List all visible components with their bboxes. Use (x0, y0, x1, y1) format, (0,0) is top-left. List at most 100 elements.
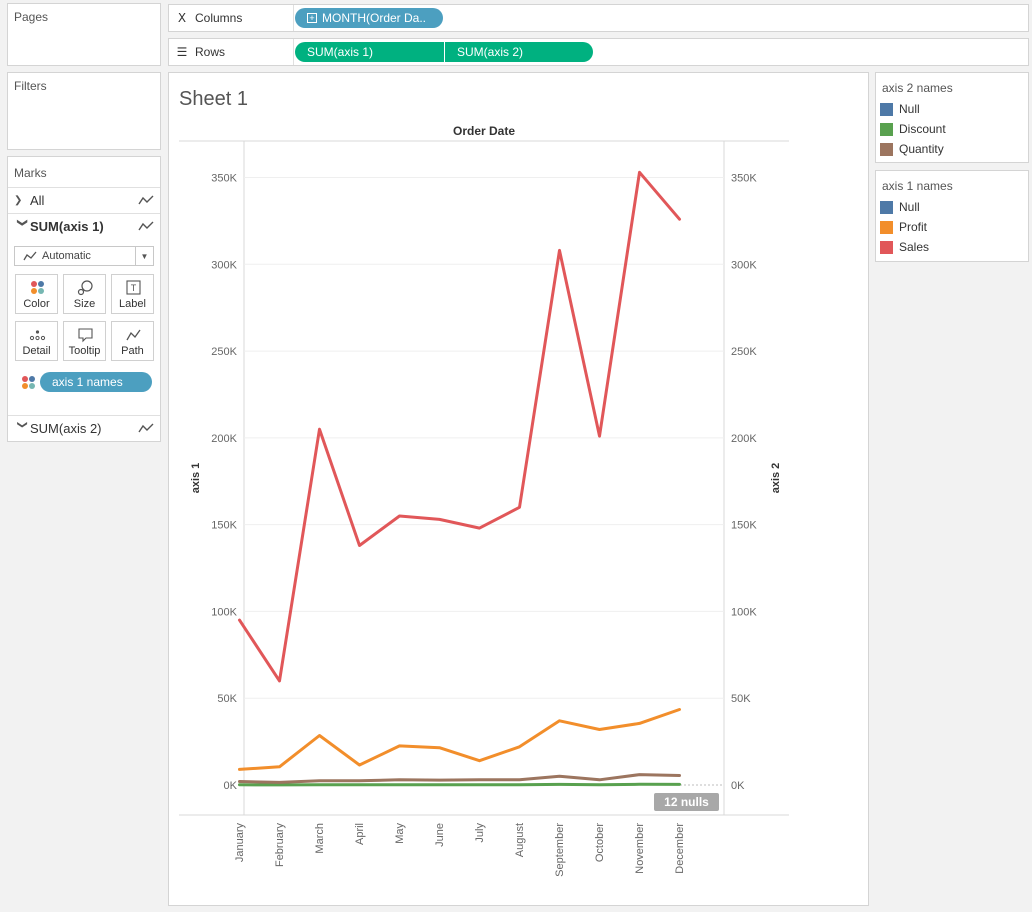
tooltip-icon (78, 328, 93, 343)
legend-swatch (880, 240, 893, 254)
x-tick-label: November (634, 823, 646, 874)
line-mark-icon (138, 195, 154, 205)
filters-title: Filters (14, 79, 47, 93)
y-tick-label: 350K (211, 173, 237, 185)
legend-item-quantity[interactable]: Quantity (876, 139, 1028, 159)
series-line-quantity (238, 773, 681, 784)
marks-row-label: SUM(axis 1) (30, 219, 104, 234)
x-tick-label: August (514, 823, 526, 857)
rows-shelf[interactable]: ☰ Rows SUM(axis 1) SUM(axis 2) (168, 38, 1029, 66)
size-icon (77, 280, 93, 296)
legend-axis2-names: axis 2 names Null Discount Quantity (875, 72, 1029, 163)
rows-pill-axis2[interactable]: SUM(axis 2) (445, 42, 593, 62)
y2-tick-label: 150K (731, 520, 757, 532)
pages-title: Pages (14, 10, 49, 24)
marks-row-axis1[interactable]: ❯ SUM(axis 1) (8, 213, 160, 239)
legend-item-discount[interactable]: Discount (876, 119, 1028, 139)
y-tick-label: 250K (211, 346, 237, 358)
marks-row-all[interactable]: ❯ All (8, 187, 160, 213)
x-tick-label: June (434, 823, 446, 847)
marks-row-label: All (30, 193, 45, 208)
legend-swatch (880, 200, 893, 214)
color-label: Color (23, 298, 50, 310)
marks-row-label: SUM(axis 2) (30, 421, 102, 436)
y2-tick-label: 250K (731, 346, 757, 358)
y2-tick-label: 350K (731, 173, 757, 185)
mark-type-dropdown[interactable]: Automatic ▼ (14, 246, 154, 266)
label-label: Label (119, 298, 146, 310)
nulls-indicator[interactable]: 12 nulls (654, 793, 719, 811)
x-tick-label: December (674, 823, 686, 874)
x-tick-label: March (314, 823, 326, 854)
y-tick-label: 200K (211, 433, 237, 445)
detail-label: Detail (22, 345, 51, 357)
color-icon (22, 376, 35, 389)
legend-item-sales[interactable]: Sales (876, 237, 1028, 257)
path-icon (126, 329, 141, 341)
marks-title: Marks (14, 166, 47, 180)
pages-shelf[interactable]: Pages (7, 3, 161, 66)
y-tick-label: 0K (224, 780, 238, 792)
y2-tick-label: 100K (731, 606, 757, 618)
y-axis-title: axis 1 (190, 463, 202, 494)
columns-pill-month-order-date[interactable]: + MONTH(Order Da.. (295, 8, 443, 28)
line-mark-icon (138, 221, 154, 231)
expand-plus-icon: + (307, 13, 317, 23)
marks-card: Marks ❯ All ❯ SUM(axis 1) Automatic ▼ Co… (7, 156, 161, 442)
legend-swatch (880, 142, 893, 156)
y2-tick-label: 0K (731, 780, 745, 792)
detail-button[interactable]: Detail (15, 321, 58, 361)
y-tick-label: 300K (211, 259, 237, 271)
line-chart: Order Date 0K 0K 50K 50K 100K 100K 150K 150K 200K… (179, 124, 789, 877)
rows-shelf-label: ☰ Rows (169, 39, 294, 65)
x-tick-label: July (474, 823, 486, 843)
sheet-view: Sheet 1 Order Date 0K 0K 50K 50K 100K 100K 150K… (168, 72, 869, 906)
x-tick-label: January (234, 823, 246, 863)
y-tick-label: 50K (217, 693, 237, 705)
marks-row-axis2[interactable]: ❯ SUM(axis 2) (8, 415, 160, 441)
size-button[interactable]: Size (63, 274, 106, 314)
label-button[interactable]: T Label (111, 274, 154, 314)
y2-tick-label: 50K (731, 693, 751, 705)
size-label: Size (73, 298, 96, 310)
y-tick-label: 100K (211, 606, 237, 618)
legend-title: axis 2 names (882, 81, 953, 95)
legend-swatch (880, 102, 893, 116)
chevron-right-icon: ❯ (14, 195, 23, 206)
tooltip-label: Tooltip (68, 345, 101, 357)
x-tick-label: May (394, 823, 406, 844)
sheet-title: Sheet 1 (179, 88, 248, 110)
filters-shelf[interactable]: Filters (7, 72, 161, 150)
rows-pill-axis1[interactable]: SUM(axis 1) (295, 42, 444, 62)
legend-item-null[interactable]: Null (876, 197, 1028, 217)
path-button[interactable]: Path (111, 321, 154, 361)
y2-tick-label: 300K (731, 259, 757, 271)
columns-shelf[interactable]: Ⅹ Columns + MONTH(Order Da.. (168, 4, 1029, 32)
chevron-down-icon: ❯ (16, 420, 28, 429)
color-field-pill[interactable]: axis 1 names (40, 372, 152, 392)
y-tick-label: 150K (211, 520, 237, 532)
legend-item-profit[interactable]: Profit (876, 217, 1028, 237)
y2-tick-label: 200K (731, 433, 757, 445)
columns-icon: Ⅹ (177, 11, 187, 25)
x-tick-label: April (354, 823, 366, 845)
rows-icon: ☰ (176, 45, 188, 59)
legend-swatch (880, 122, 893, 136)
legend-axis1-names: axis 1 names Null Profit Sales (875, 170, 1029, 262)
line-mark-icon (138, 423, 154, 433)
line-mark-icon (23, 251, 37, 261)
y2-axis-title: axis 2 (770, 463, 782, 494)
x-tick-label: February (274, 823, 286, 868)
series-line-sales (238, 170, 681, 683)
mark-type-value: Automatic (42, 250, 91, 262)
legend-title: axis 1 names (882, 179, 953, 193)
legend-item-null[interactable]: Null (876, 99, 1028, 119)
columns-shelf-label: Ⅹ Columns (169, 5, 294, 31)
tooltip-button[interactable]: Tooltip (63, 321, 106, 361)
dropdown-arrow-icon: ▼ (135, 247, 153, 265)
legend-swatch (880, 220, 893, 234)
color-button[interactable]: Color (15, 274, 58, 314)
x-tick-label: September (554, 823, 566, 877)
series-line-profit (238, 708, 681, 771)
label-icon: T (126, 280, 141, 295)
